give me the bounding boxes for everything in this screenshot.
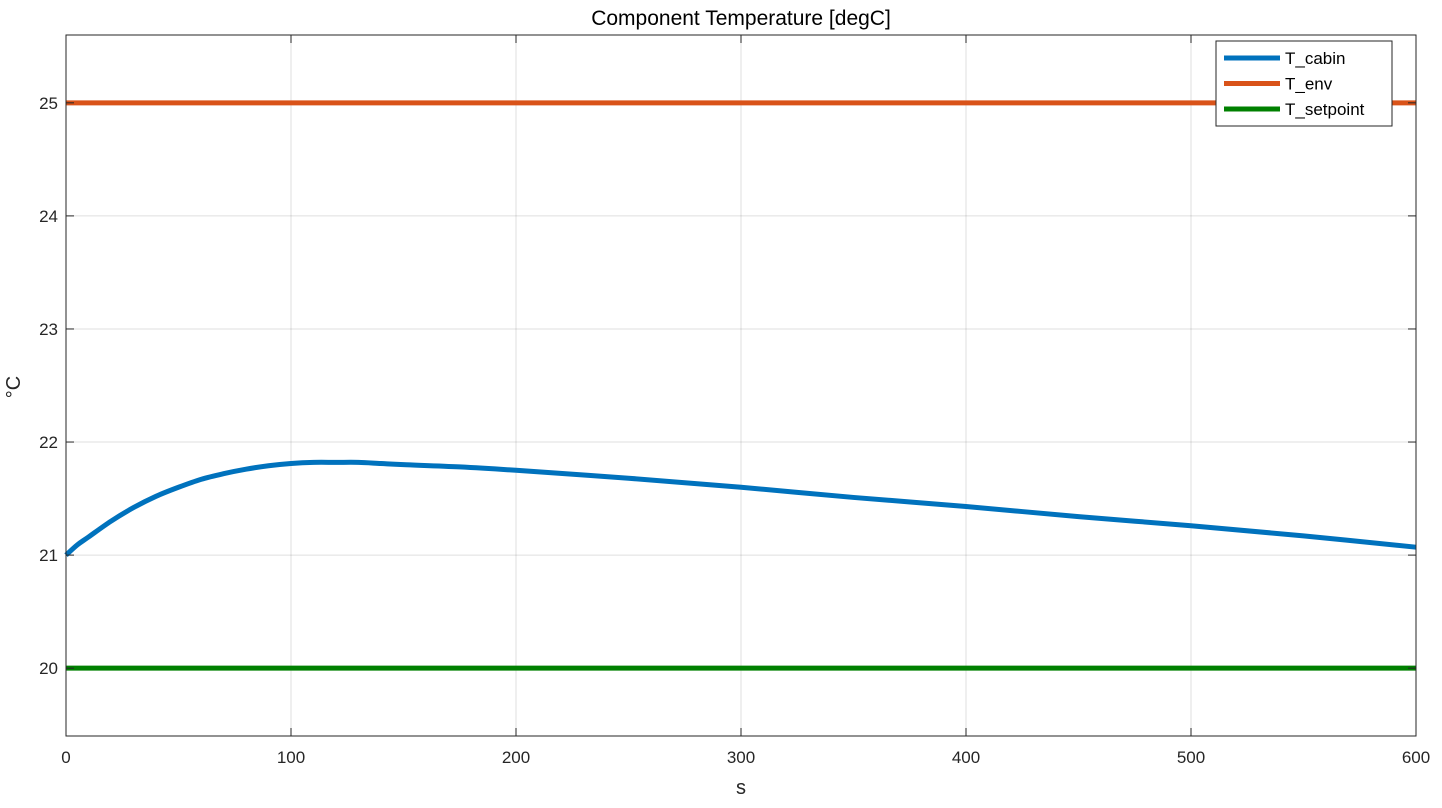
x-tick-label: 200 [502,748,530,767]
legend: T_cabin T_env T_setpoint [1215,40,1393,127]
y-tick-label: 21 [39,546,58,565]
x-tick-label: 400 [952,748,980,767]
y-tick-label: 25 [39,94,58,113]
series-lines [64,100,1417,671]
legend-label-t-setpoint: T_setpoint [1285,100,1365,119]
y-tick-label: 23 [39,320,58,339]
x-tick-label: 100 [277,748,305,767]
y-axis-title: °C [3,376,25,398]
y-tick-label: 20 [39,659,58,678]
x-tick-label: 300 [727,748,755,767]
x-tick-label: 500 [1177,748,1205,767]
plot-area [66,35,1416,736]
axis-ticks: 0 100 200 300 400 500 600 20 21 22 23 24 25 [39,35,1430,767]
legend-label-t-env: T_env [1285,75,1333,94]
x-axis-title: s [736,777,746,799]
series-line-t-cabin [64,459,1417,557]
y-tick-label: 24 [39,207,58,226]
y-tick-label: 22 [39,433,58,452]
chart-title: Component Temperature [degC] [591,7,891,30]
legend-label-t-cabin: T_cabin [1285,49,1345,68]
x-tick-label: 600 [1402,748,1430,767]
x-tick-label: 0 [61,748,70,767]
